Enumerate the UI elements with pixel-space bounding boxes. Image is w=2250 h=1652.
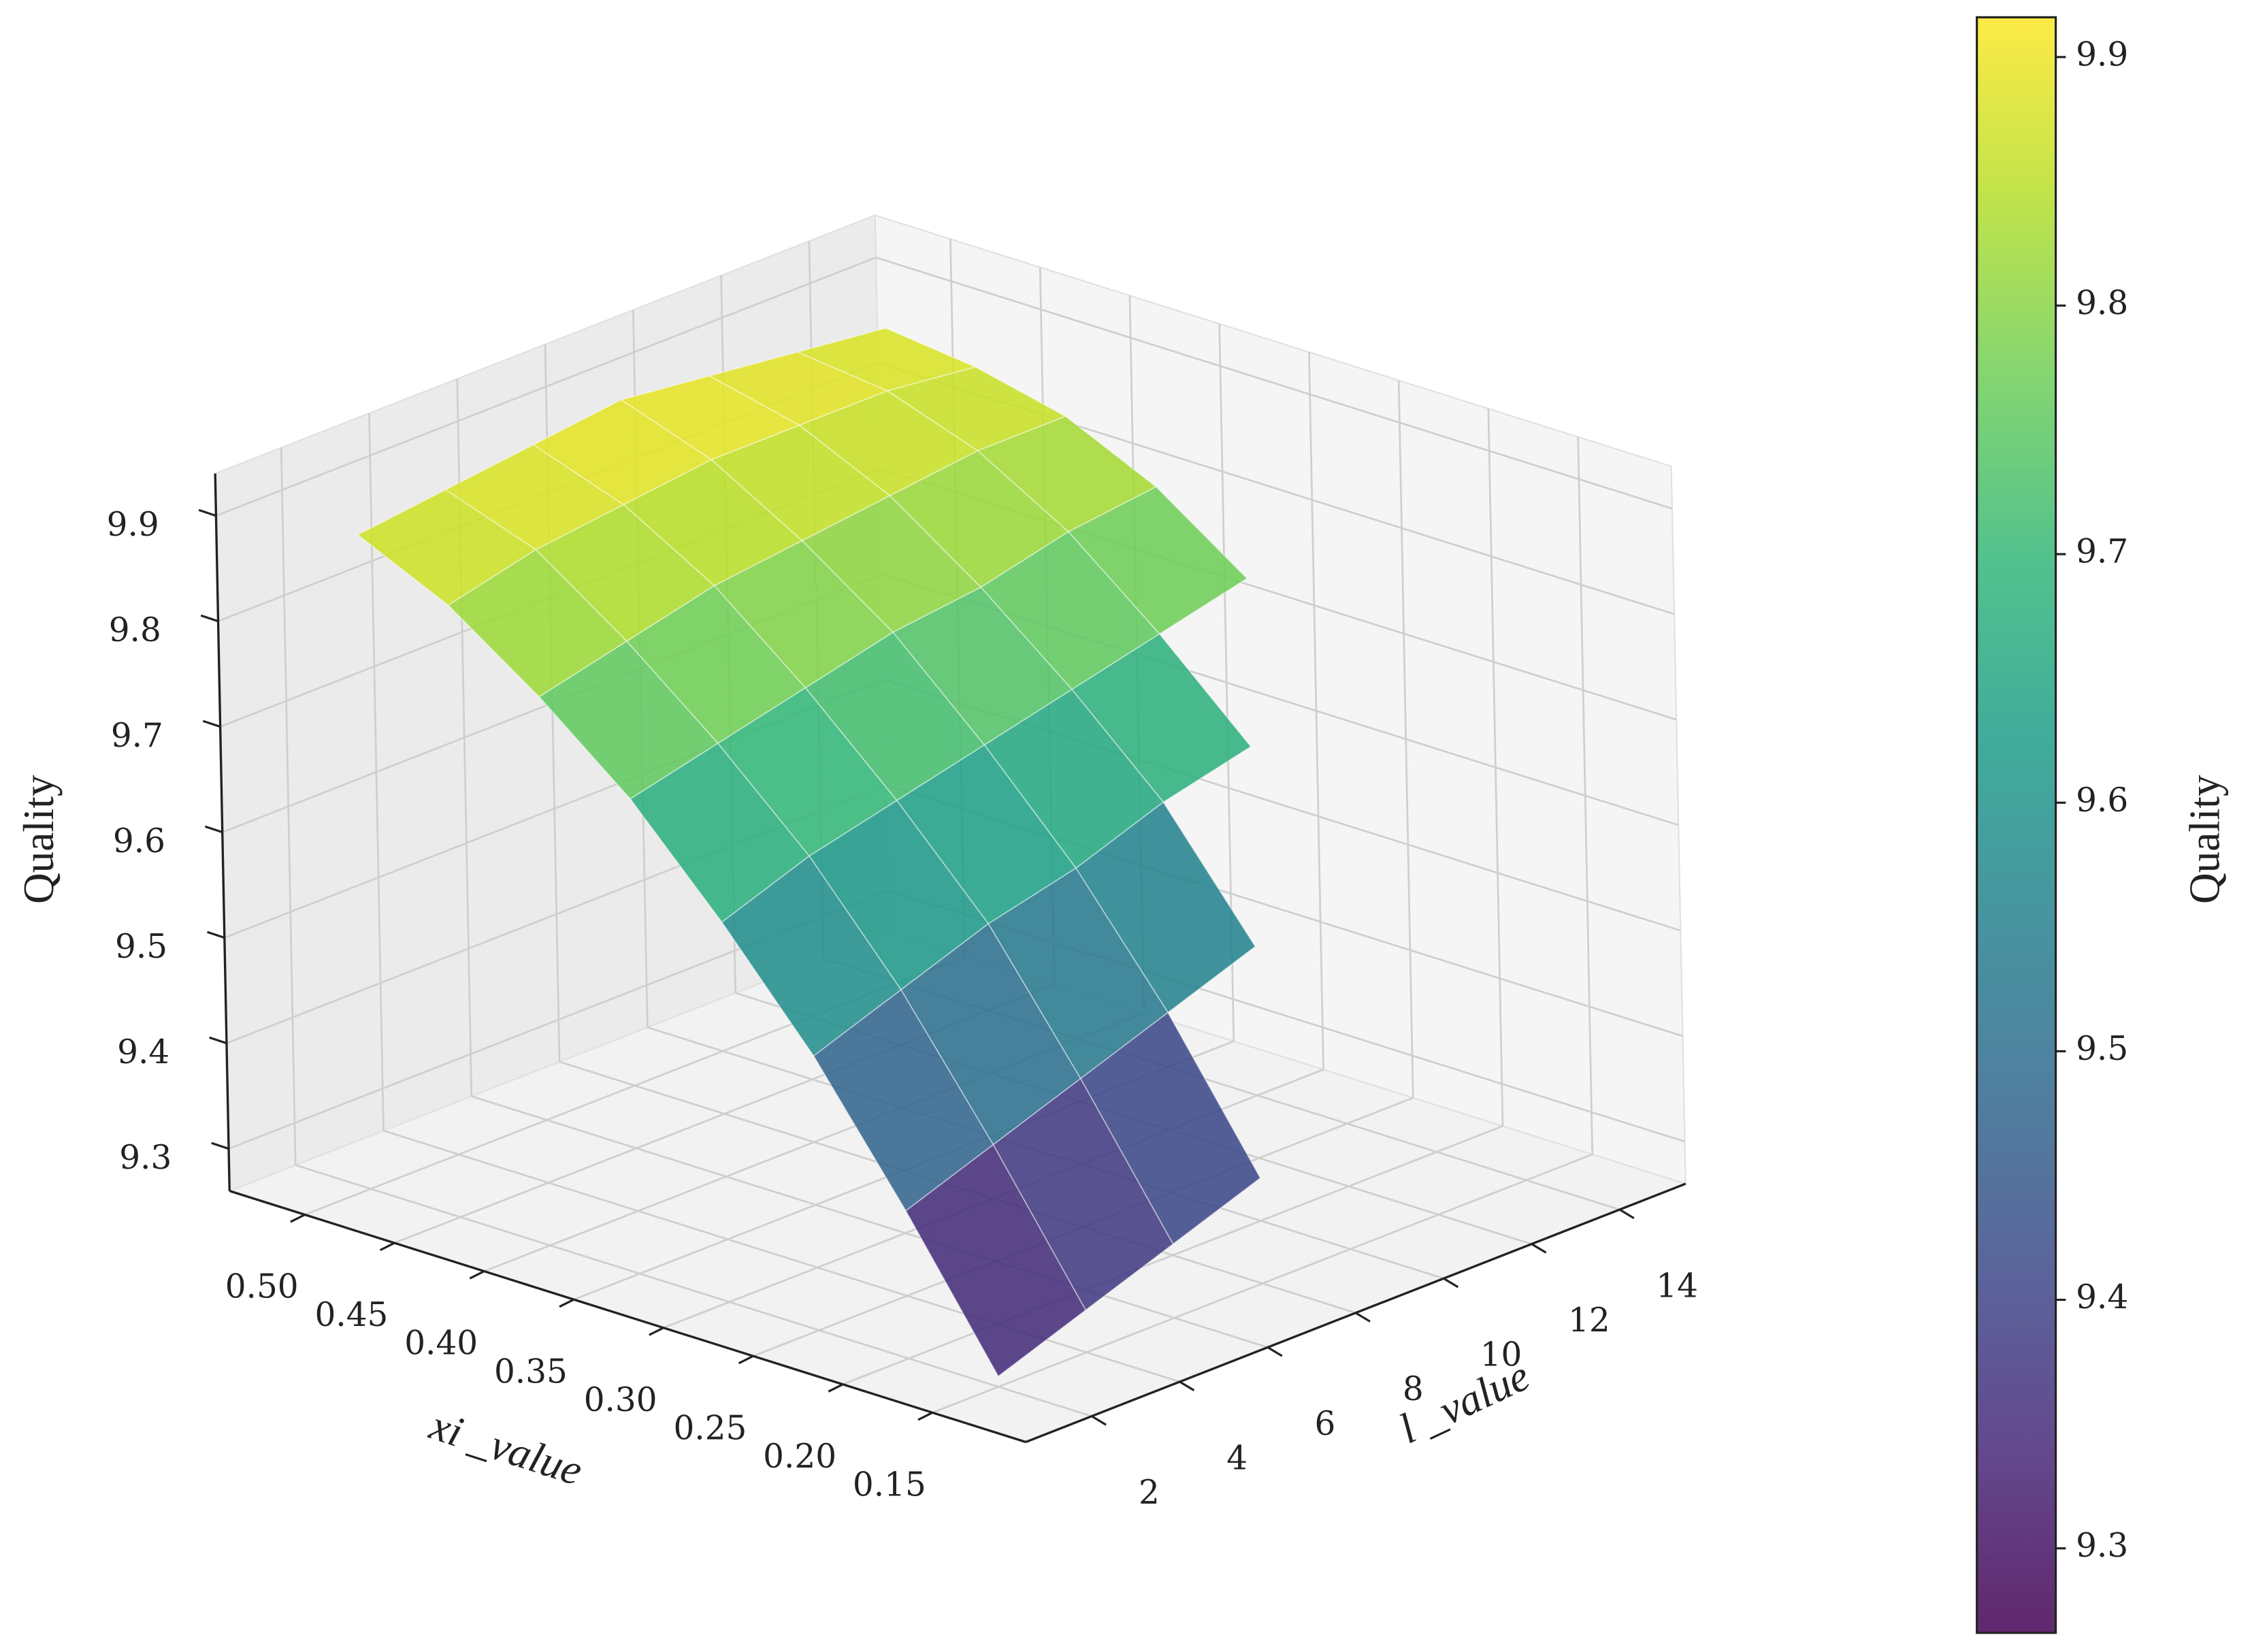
colorbar-tick-label: 9.8 bbox=[2076, 284, 2128, 322]
y-tick bbox=[1355, 1312, 1371, 1323]
surface-cell bbox=[447, 549, 628, 698]
surface-cell bbox=[808, 799, 990, 991]
grid-line bbox=[215, 257, 877, 517]
x-axis-line bbox=[229, 1190, 1026, 1444]
x-tick bbox=[290, 1214, 306, 1223]
colorbar-tick-label: 9.6 bbox=[2076, 781, 2128, 820]
y-tick bbox=[1091, 1415, 1107, 1426]
y-tick-label: 14 bbox=[1656, 1267, 1698, 1305]
surface-cell bbox=[813, 988, 994, 1212]
y-tick bbox=[1267, 1346, 1283, 1357]
y-axis-line bbox=[1025, 1182, 1686, 1444]
z-tick bbox=[198, 508, 216, 517]
x-tick bbox=[469, 1270, 485, 1280]
surface-cell bbox=[717, 687, 898, 857]
surface-cell bbox=[904, 1144, 1087, 1378]
y-tick-label: 8 bbox=[1403, 1370, 1424, 1408]
surface-cell bbox=[534, 504, 715, 643]
x-tick bbox=[917, 1411, 933, 1421]
x-axis-label: xi _value bbox=[424, 1401, 588, 1495]
grid-line bbox=[471, 1095, 1269, 1348]
z-tick-label: 9.9 bbox=[107, 506, 159, 544]
x-tick-label: 0.45 bbox=[314, 1296, 388, 1334]
surface-cell bbox=[713, 540, 894, 689]
axes: 0.15 0.20 0.25 0.30 0.35 0.40 0.45 0.50 2 4 6 8 10 12… bbox=[107, 16, 2128, 1634]
colorbar-tick-label: 9.4 bbox=[2076, 1278, 2128, 1316]
x-tick-label: 0.30 bbox=[584, 1381, 657, 1419]
x-tick bbox=[828, 1383, 844, 1393]
y-tick bbox=[1179, 1380, 1195, 1391]
z-tick bbox=[209, 1036, 227, 1045]
surface-cell bbox=[804, 631, 985, 802]
x-tick bbox=[649, 1327, 664, 1336]
colorbar-tick-label: 9.7 bbox=[2076, 533, 2128, 571]
surface-cell bbox=[444, 444, 625, 551]
z-axis-label: Quality bbox=[15, 775, 63, 904]
z-tick bbox=[202, 719, 221, 728]
y-tick-label: 6 bbox=[1315, 1405, 1336, 1443]
colorbar bbox=[1976, 16, 2057, 1634]
x-tick-label: 0.40 bbox=[404, 1325, 478, 1363]
y-axis-label: l _value bbox=[1392, 1352, 1537, 1453]
surface-cell bbox=[988, 867, 1169, 1080]
y-tick-label: 10 bbox=[1480, 1336, 1522, 1374]
z-axis-line bbox=[214, 473, 231, 1191]
y-tick bbox=[1531, 1243, 1547, 1254]
surface-cell bbox=[1079, 1011, 1261, 1245]
z-tick bbox=[207, 930, 225, 939]
surface-cell bbox=[992, 1078, 1174, 1312]
surface-cell bbox=[892, 586, 1073, 746]
z-tick bbox=[211, 1141, 229, 1150]
x-tick bbox=[559, 1298, 574, 1308]
z-tick-label: 9.7 bbox=[111, 717, 163, 755]
y-tick-label: 4 bbox=[1226, 1439, 1248, 1477]
z-tick-label: 9.5 bbox=[115, 928, 167, 966]
grid-line bbox=[295, 1164, 1092, 1417]
x-tick bbox=[738, 1355, 754, 1365]
colorbar-tick-label: 9.5 bbox=[2076, 1030, 2128, 1068]
surface bbox=[357, 327, 1261, 1378]
z-tick-label: 9.3 bbox=[119, 1139, 172, 1177]
x-tick-label: 0.50 bbox=[225, 1268, 299, 1306]
colorbar-label: Quality bbox=[2181, 775, 2229, 904]
surface-cell bbox=[721, 855, 902, 1057]
surface-cell bbox=[538, 641, 719, 800]
y-tick-label: 12 bbox=[1568, 1301, 1610, 1340]
y-tick bbox=[1618, 1208, 1635, 1220]
z-tick-label: 9.4 bbox=[117, 1033, 169, 1071]
colorbar-tick-label: 9.9 bbox=[2076, 35, 2128, 74]
y-tick bbox=[1443, 1277, 1459, 1289]
surface-cell bbox=[1075, 801, 1256, 1014]
surface-cell bbox=[1067, 486, 1248, 635]
z-tick bbox=[204, 825, 223, 834]
colorbar-tick-label: 9.3 bbox=[2076, 1527, 2128, 1565]
z-tick-label: 9.6 bbox=[113, 822, 165, 860]
grid-line bbox=[383, 1129, 1180, 1383]
x-tick-label: 0.15 bbox=[853, 1465, 926, 1504]
z-tick bbox=[200, 614, 219, 623]
x-tick bbox=[379, 1242, 395, 1252]
x-tick-label: 0.25 bbox=[673, 1409, 747, 1447]
x-tick-label: 0.20 bbox=[763, 1438, 836, 1476]
z-tick-label: 9.8 bbox=[109, 611, 161, 649]
x-tick-label: 0.35 bbox=[494, 1353, 568, 1391]
y-tick-label: 2 bbox=[1139, 1474, 1160, 1512]
grid-line bbox=[875, 256, 1673, 510]
